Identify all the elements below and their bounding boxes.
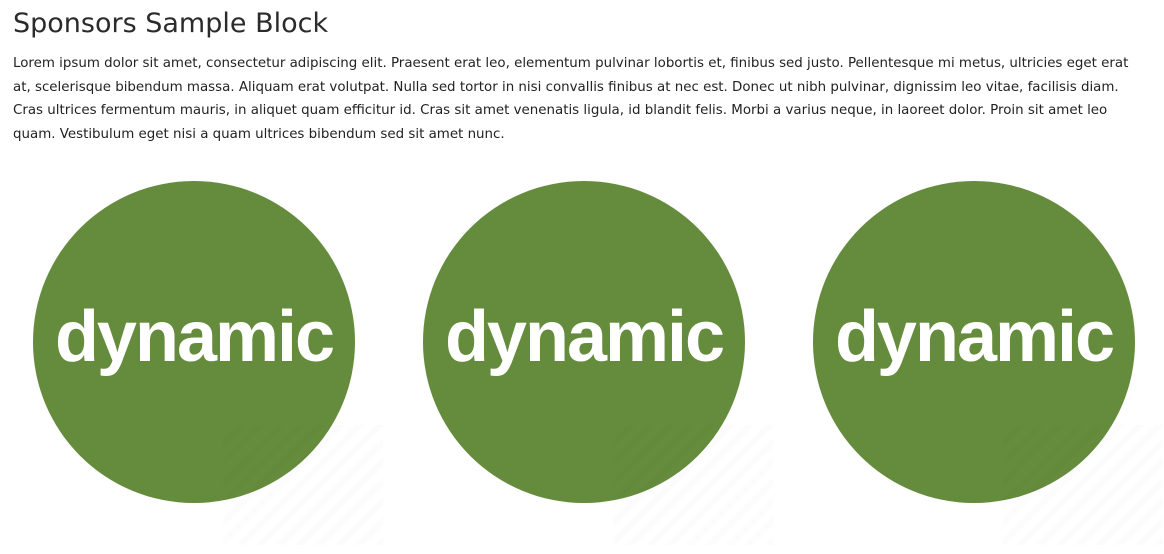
sponsors-block: Sponsors Sample Block Lorem ipsum dolor … — [13, 0, 1153, 146]
sponsor-logo-text-2: dynamic — [444, 297, 725, 377]
sponsor-logo-1: dynamic — [33, 181, 355, 503]
sponsor-logo-link-2[interactable]: dynamic — [403, 170, 783, 554]
sponsor-logo-text-3: dynamic — [834, 297, 1115, 377]
block-description: Lorem ipsum dolor sit amet, consectetur … — [13, 56, 1129, 142]
sponsor-logo-link-3[interactable]: dynamic — [793, 170, 1164, 554]
sponsor-logo-3: dynamic — [813, 181, 1135, 503]
logo-watermark — [613, 425, 773, 545]
logo-watermark — [223, 425, 383, 545]
sponsor-logo-text-1: dynamic — [54, 297, 335, 377]
sponsor-logo-link-1[interactable]: dynamic — [13, 170, 393, 554]
sponsor-logo-2: dynamic — [423, 181, 745, 503]
sponsors-logo-grid: dynamic dynamic dynamic — [0, 170, 1164, 554]
block-title: Sponsors Sample Block — [13, 8, 329, 39]
logo-watermark — [1003, 425, 1163, 545]
